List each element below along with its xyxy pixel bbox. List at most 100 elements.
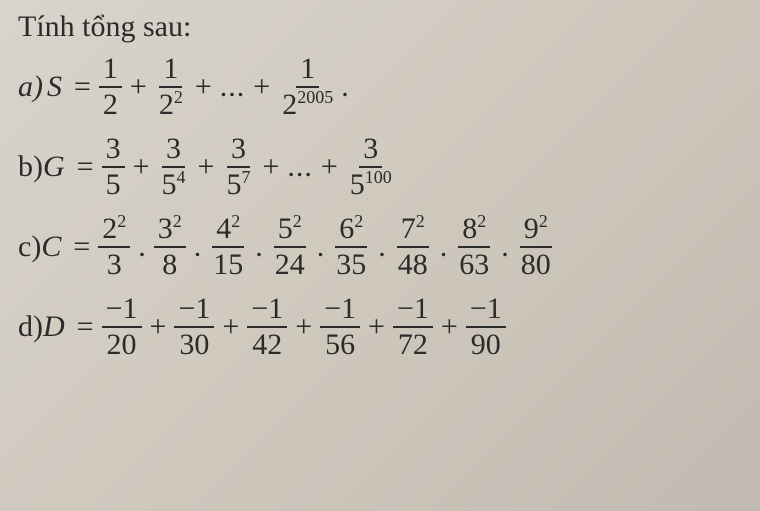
frac-a-2: 1 22	[155, 54, 187, 120]
plus: +	[260, 150, 281, 184]
problem-c: c) C = 223.328.4215.5224.6235.7248.8263.…	[18, 214, 742, 280]
base: 2	[282, 88, 297, 121]
den: 24	[271, 248, 309, 280]
frac-c-8: 9280	[517, 214, 555, 280]
exp: 2	[174, 87, 183, 107]
frac-c-7: 82 63	[455, 214, 493, 280]
base: 8	[462, 212, 477, 245]
base: 6	[339, 212, 354, 245]
den: 54	[158, 168, 190, 200]
num: 3	[359, 134, 382, 168]
num: 22	[98, 214, 130, 248]
num: 42	[212, 214, 244, 248]
plus: +	[366, 310, 387, 344]
problem-a-expr: S = 1 2 + 1 22 + ... + 1 22005 .	[47, 54, 349, 120]
base: 2	[159, 88, 174, 121]
frac-a-1: 1 2	[99, 54, 122, 120]
num: 3	[227, 134, 250, 168]
base: 5	[350, 168, 365, 201]
num: 3	[102, 134, 125, 168]
frac-d-4: −156	[320, 294, 360, 360]
exp: 2	[293, 211, 302, 231]
frac-c-6: 7248	[394, 214, 432, 280]
den: 48	[394, 248, 432, 280]
plus: +	[196, 150, 217, 184]
equals: =	[75, 310, 96, 344]
frac-d-3: −142	[247, 294, 287, 360]
den: 63	[455, 248, 493, 280]
frac-d-6: −190	[466, 294, 506, 360]
frac-c-4: 52 24	[271, 214, 309, 280]
var-s: S	[47, 70, 62, 104]
frac-b-3: 3 57	[222, 134, 254, 200]
exp: 4	[177, 167, 186, 187]
den: 5100	[346, 168, 396, 200]
problem-d-expr: D = −120+−130+−142+−156+−172+−190	[43, 294, 506, 360]
frac-d-2: −130	[174, 294, 214, 360]
plus: +	[220, 310, 241, 344]
plus: +	[128, 70, 149, 104]
frac-c-2: 328	[154, 214, 186, 280]
base: 5	[226, 168, 241, 201]
frac-b-1: 3 5	[102, 134, 125, 200]
base: 9	[524, 212, 539, 245]
frac-c-1: 223	[98, 214, 130, 280]
plus: +	[319, 150, 340, 184]
plus: +	[439, 310, 460, 344]
num: 32	[154, 214, 186, 248]
den: 5	[102, 168, 125, 200]
dot-op: .	[253, 230, 265, 264]
exp: 2	[416, 211, 425, 231]
period: .	[341, 70, 349, 104]
den: 90	[467, 328, 505, 360]
dot-op: .	[192, 230, 204, 264]
num: 62	[335, 214, 367, 248]
equals: =	[75, 150, 96, 184]
den: 22005	[278, 88, 337, 120]
problem-a: a) S = 1 2 + 1 22 + ... + 1 22005 .	[18, 54, 742, 120]
dot-op: .	[376, 230, 388, 264]
frac-b-n: 3 5100	[346, 134, 396, 200]
var-d: D	[43, 310, 65, 344]
dots: ...	[287, 150, 313, 184]
num: −1	[247, 294, 287, 328]
exp: 2	[539, 211, 548, 231]
plus: +	[148, 310, 169, 344]
exp: 2	[477, 211, 486, 231]
exp: 100	[365, 167, 392, 187]
num: 92	[520, 214, 552, 248]
exp: 2	[117, 211, 126, 231]
den: 2	[99, 88, 122, 120]
num: 1	[159, 54, 182, 88]
page-title: Tính tổng sau:	[18, 10, 742, 44]
den: 3	[103, 248, 126, 280]
num: −1	[102, 294, 142, 328]
problem-a-label: a)	[18, 70, 43, 104]
dot-op: .	[136, 230, 148, 264]
base: 5	[278, 212, 293, 245]
den: 57	[222, 168, 254, 200]
base: 7	[401, 212, 416, 245]
num: 3	[162, 134, 185, 168]
exp: 7	[241, 167, 250, 187]
num: −1	[466, 294, 506, 328]
problem-d-label: d)	[18, 310, 43, 344]
dots: ...	[220, 70, 246, 104]
dot-op: .	[499, 230, 511, 264]
num: 1	[296, 54, 319, 88]
num: −1	[174, 294, 214, 328]
den: 15	[209, 248, 247, 280]
var-c: C	[41, 230, 61, 264]
den: 72	[394, 328, 432, 360]
base: 4	[216, 212, 231, 245]
dot-op: .	[438, 230, 450, 264]
num: 1	[99, 54, 122, 88]
frac-b-2: 3 54	[158, 134, 190, 200]
var-g: G	[43, 150, 65, 184]
exp: 2	[354, 211, 363, 231]
equals: =	[72, 70, 93, 104]
problem-d: d) D = −120+−130+−142+−156+−172+−190	[18, 294, 742, 360]
plus: +	[131, 150, 152, 184]
num: 72	[397, 214, 429, 248]
problem-c-label: c)	[18, 230, 41, 264]
